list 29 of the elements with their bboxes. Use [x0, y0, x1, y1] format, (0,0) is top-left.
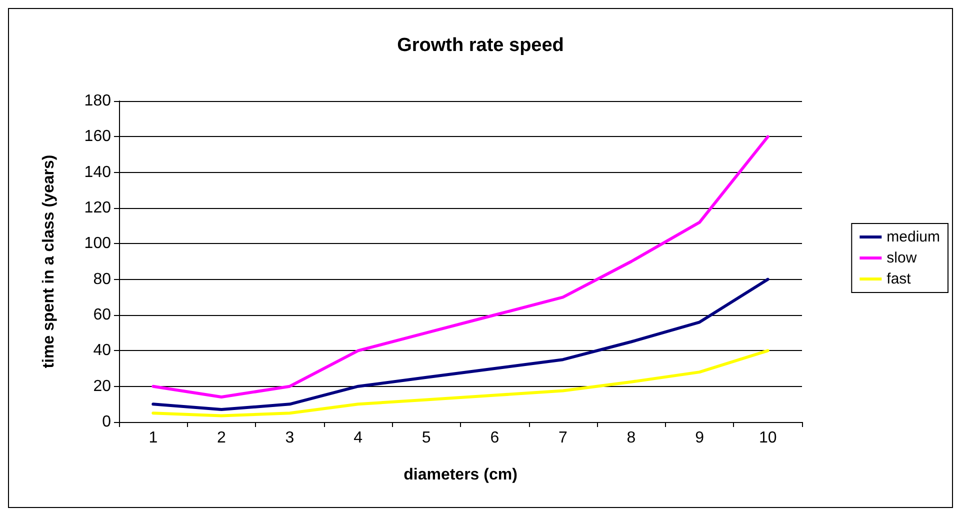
y-tick-label: 60: [93, 306, 112, 324]
y-tick-label: 80: [93, 270, 112, 288]
y-tick-label: 100: [84, 235, 112, 252]
y-tick-label: 40: [93, 342, 112, 360]
x-tick-label: 3: [285, 430, 294, 446]
y-tick-label: 0: [102, 414, 112, 430]
line-series: [152, 135, 770, 399]
x-tick-label: 9: [695, 430, 704, 446]
x-tick-label: 1: [148, 430, 158, 446]
line-series: [152, 349, 770, 418]
x-axis-title: diameters (cm): [404, 466, 518, 484]
x-tick-label: 7: [558, 430, 568, 446]
y-tick-label: 180: [84, 92, 112, 110]
legend-label: slow: [886, 250, 917, 266]
y-axis-title: time spent in a class (years): [40, 154, 58, 368]
y-tick-label: 140: [84, 164, 112, 181]
x-tick-label: 6: [490, 430, 500, 446]
legend-label: medium: [886, 228, 940, 246]
y-tick-label: 20: [93, 378, 112, 395]
line-series: [152, 278, 770, 412]
x-tick-label: 2: [216, 430, 226, 446]
x-tick-label: 4: [354, 430, 363, 446]
x-tick-label: 10: [758, 430, 777, 446]
x-tick-label: 8: [626, 430, 636, 446]
legend-label: fast: [886, 270, 912, 288]
x-tick-label: 5: [422, 430, 431, 446]
y-tick-label: 160: [84, 128, 112, 146]
y-tick-label: 120: [84, 200, 112, 216]
chart-title: Growth rate speed: [397, 35, 564, 56]
